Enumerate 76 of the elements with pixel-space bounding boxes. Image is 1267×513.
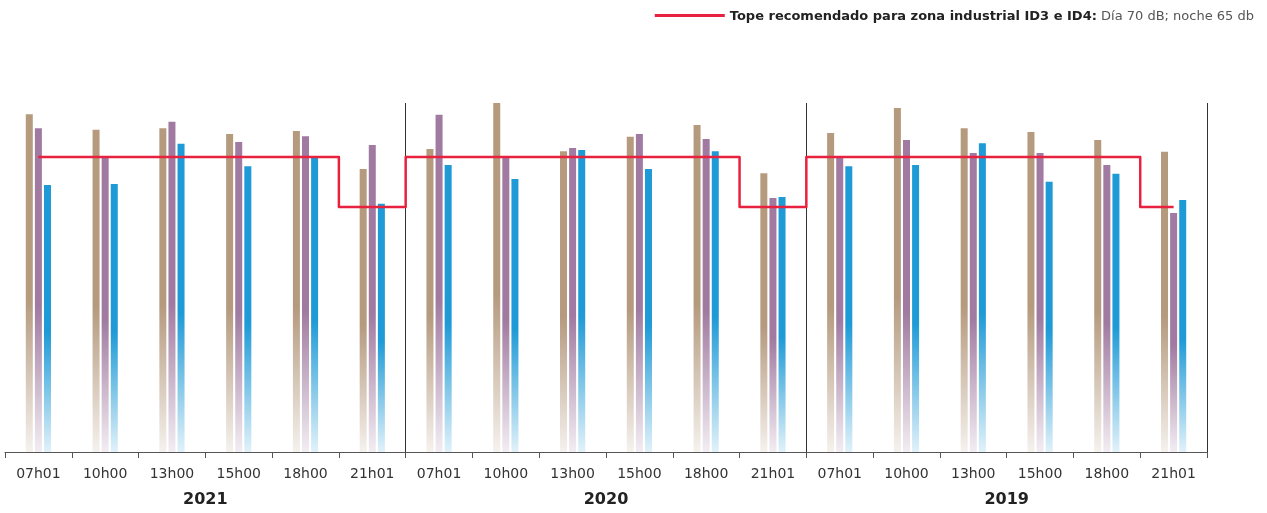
bar xyxy=(426,149,434,452)
x-tick-label: 07h01 xyxy=(16,465,61,481)
bar xyxy=(1170,212,1178,452)
bar xyxy=(359,168,367,452)
bar xyxy=(626,136,634,452)
bar xyxy=(511,179,519,452)
bar xyxy=(244,166,252,452)
bar xyxy=(101,157,109,452)
x-tick-label: 21h01 xyxy=(750,465,796,481)
x-tick-label: 18h00 xyxy=(683,465,729,481)
bar xyxy=(560,151,568,452)
bar xyxy=(969,152,977,452)
x-tick-label: 13h00 xyxy=(951,465,996,481)
bar xyxy=(435,114,443,452)
bar xyxy=(903,139,910,452)
x-tick-label: 07h01 xyxy=(817,465,862,481)
text: 2019 xyxy=(984,488,1029,508)
text: 2020 xyxy=(583,488,629,508)
x-tick-label: 07h01 xyxy=(416,465,462,481)
bar xyxy=(711,151,719,452)
x-tick-label: 10h00 xyxy=(884,465,929,481)
bar xyxy=(1161,151,1169,452)
bar xyxy=(769,197,777,452)
bar xyxy=(311,157,319,452)
bar xyxy=(377,203,385,452)
x-tick-label: 13h00 xyxy=(149,465,195,481)
bar xyxy=(827,133,835,452)
x-tick-label: 10h00 xyxy=(483,465,529,481)
x-tick-label: 18h00 xyxy=(283,465,328,481)
bar xyxy=(578,150,586,452)
bar xyxy=(177,143,185,452)
bar xyxy=(292,130,300,452)
bar xyxy=(893,107,901,452)
bar xyxy=(960,128,968,452)
bar xyxy=(644,168,652,452)
bar xyxy=(226,134,234,452)
bar xyxy=(778,196,786,452)
bar xyxy=(702,138,710,452)
bar xyxy=(25,114,33,452)
bar xyxy=(836,157,844,452)
bar xyxy=(43,185,51,452)
bar xyxy=(444,165,452,452)
bar xyxy=(1179,200,1187,452)
bar xyxy=(845,166,853,452)
bar xyxy=(1094,139,1102,452)
bar xyxy=(1112,173,1120,452)
bar xyxy=(368,144,376,452)
bar xyxy=(302,136,309,452)
bar xyxy=(912,165,920,452)
x-tick-label: 15h00 xyxy=(216,465,261,481)
x-tick-label: 21h01 xyxy=(350,465,395,481)
bar xyxy=(693,124,701,452)
x-tick-label: 15h00 xyxy=(617,465,662,481)
bar xyxy=(760,173,768,452)
x-tick-label: 15h00 xyxy=(1017,465,1063,481)
bar xyxy=(1045,181,1053,452)
bar xyxy=(1027,131,1035,452)
bar xyxy=(1103,165,1111,452)
bar xyxy=(635,134,643,452)
bar xyxy=(493,103,501,452)
x-tick-label: 21h01 xyxy=(1151,465,1196,481)
bar xyxy=(569,148,577,452)
bar xyxy=(235,142,243,452)
bar xyxy=(502,157,510,452)
bar xyxy=(92,129,100,452)
bar xyxy=(34,128,42,452)
bar xyxy=(1036,152,1044,452)
x-tick-label: 18h00 xyxy=(1084,465,1130,481)
bar xyxy=(978,143,986,452)
bar xyxy=(159,128,167,452)
bar xyxy=(110,183,118,452)
x-tick-label: 13h00 xyxy=(550,465,595,481)
x-tick-label: 10h00 xyxy=(82,465,128,481)
bar xyxy=(168,121,176,452)
text: Tope recomendado para zona industrial ID3 e ID4: Día 70 dB; noche 65 db xyxy=(729,8,1255,23)
text: 2021 xyxy=(183,488,228,508)
